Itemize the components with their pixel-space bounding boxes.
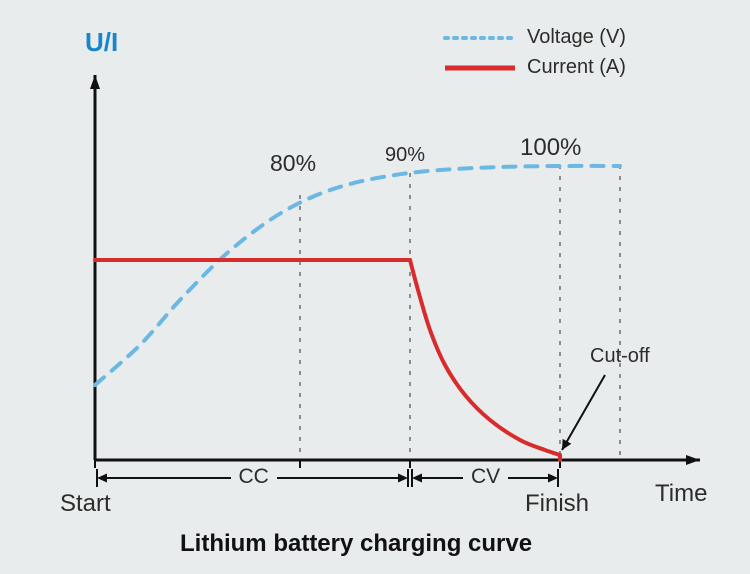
chart-svg <box>0 0 750 574</box>
percent-90-label: 90% <box>385 144 425 167</box>
x-axis-start-label: Start <box>60 490 111 518</box>
chart-background <box>0 0 750 574</box>
x-axis-finish-label: Finish <box>525 490 589 518</box>
chart-title: Lithium battery charging curve <box>180 530 532 558</box>
percent-80-label: 80% <box>270 150 316 177</box>
percent-100-label: 100% <box>520 134 581 162</box>
phase-cv-label: CV <box>463 465 508 489</box>
x-axis-label: Time <box>655 480 707 508</box>
legend-voltage-label: Voltage (V) <box>527 26 626 49</box>
phase-cc-label: CC <box>231 465 277 489</box>
cutoff-label: Cut-off <box>590 345 650 368</box>
legend-current-label: Current (A) <box>527 56 626 79</box>
chart-container: U/I Time Start Finish 80% 90% 100% CC CV… <box>0 0 750 574</box>
y-axis-label: U/I <box>85 27 118 58</box>
